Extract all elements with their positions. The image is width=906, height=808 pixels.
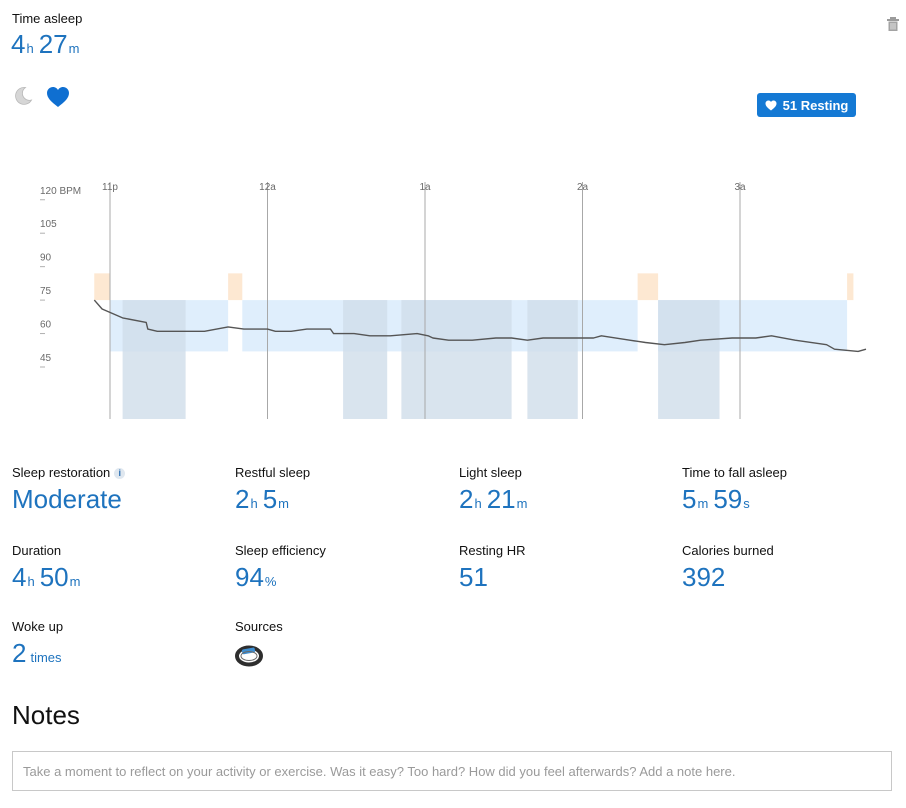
light-sleep-hours: 2	[459, 484, 474, 514]
sleep-restoration-label: Sleep restoration	[12, 465, 111, 480]
info-icon[interactable]: i	[114, 468, 126, 479]
stat-duration: Duration 4h 50m	[12, 542, 80, 593]
stat-resting-hr: Resting HR 51	[459, 542, 525, 593]
time-to-fall-asleep-label: Time to fall asleep	[682, 465, 788, 480]
x-tick-label: 12a	[259, 182, 276, 193]
notes-heading: Notes	[12, 700, 80, 730]
y-tick-label: 75	[40, 286, 52, 297]
duration-hours: 4	[12, 562, 27, 592]
light-sleep-hours-unit: h	[474, 496, 482, 511]
time-asleep-hours-unit: h	[26, 41, 34, 56]
restful-sleep-hours: 2	[235, 484, 250, 514]
time-asleep-label: Time asleep	[12, 11, 83, 26]
stat-calories-burned: Calories burned 392	[682, 542, 774, 593]
restful-sleep-band	[658, 300, 720, 419]
sleep-restoration-value: Moderate	[12, 484, 122, 514]
sleep-efficiency-label: Sleep efficiency	[235, 543, 326, 558]
stat-sleep-restoration: Sleep restoration i Moderate	[12, 464, 126, 515]
time-asleep-minutes: 27	[38, 29, 68, 59]
resting-hr-badge-label: 51 Resting	[782, 97, 849, 113]
x-tick-label: 1a	[419, 182, 431, 193]
x-tick-label: 3a	[734, 182, 746, 193]
y-tick-label: 45	[40, 353, 52, 364]
resting-hr-value: 51	[459, 562, 488, 592]
restful-sleep-band	[343, 300, 388, 419]
duration-value: 4h 50m	[12, 562, 80, 593]
light-sleep-minutes: 21	[486, 484, 516, 514]
light-sleep-label: Light sleep	[459, 465, 522, 480]
woke-up-unit: times	[30, 650, 62, 665]
calories-burned-label: Calories burned	[682, 543, 774, 558]
restful-sleep-band	[122, 300, 186, 419]
y-tick-label: 105	[40, 219, 57, 230]
time-to-fall-asleep-minutes-unit: m	[697, 496, 709, 511]
duration-label: Duration	[12, 543, 62, 558]
awake-band	[94, 273, 110, 301]
moon-icon[interactable]	[13, 86, 33, 106]
woke-up-value: 2 times	[12, 638, 63, 669]
y-tick-label: 90	[40, 253, 52, 264]
stat-light-sleep: Light sleep 2h 21m	[459, 464, 527, 515]
heart-rate-line	[93, 299, 867, 353]
awake-band	[228, 273, 243, 301]
duration-hours-unit: h	[27, 574, 35, 589]
y-tick-label: 60	[40, 320, 52, 331]
awake-band	[847, 273, 854, 301]
time-to-fall-asleep-seconds: 59	[713, 484, 743, 514]
notes-input[interactable]	[12, 751, 892, 791]
stat-sources: Sources	[235, 618, 283, 673]
time-asleep-value: 4h 27m	[11, 29, 79, 60]
fitness-band-icon[interactable]	[235, 644, 283, 673]
resting-hr-badge[interactable]: 51 Resting	[757, 93, 856, 117]
time-to-fall-asleep-seconds-unit: s	[743, 496, 750, 511]
restful-sleep-value: 2h 5m	[235, 484, 310, 515]
restful-sleep-band	[527, 300, 578, 419]
stat-restful-sleep: Restful sleep 2h 5m	[235, 464, 310, 515]
restful-sleep-band	[401, 300, 512, 419]
sleep-efficiency-value: 94%	[235, 562, 326, 593]
light-sleep-value: 2h 21m	[459, 484, 527, 515]
sources-label: Sources	[235, 619, 283, 634]
restful-sleep-minutes-unit: m	[278, 496, 290, 511]
woke-up-count: 2	[12, 638, 27, 668]
time-asleep-minutes-unit: m	[68, 41, 80, 56]
y-tick-label: 120 BPM	[40, 186, 81, 197]
calories-burned-value: 392	[682, 562, 726, 592]
light-sleep-minutes-unit: m	[516, 496, 528, 511]
time-asleep-hours: 4	[11, 29, 26, 59]
duration-minutes-unit: m	[69, 574, 81, 589]
time-to-fall-asleep-minutes: 5	[682, 484, 697, 514]
heart-rate-chart: 120 BPM 105 90 75 60 45 11p 12a 1a 2a 3a	[40, 182, 867, 419]
time-to-fall-asleep-value: 5m 59s	[682, 484, 787, 515]
heart-icon	[765, 100, 777, 110]
resting-hr-label: Resting HR	[459, 543, 526, 558]
x-tick-label: 11p	[102, 182, 118, 193]
woke-up-label: Woke up	[12, 619, 64, 634]
trash-icon[interactable]	[886, 16, 900, 32]
stat-woke-up: Woke up 2 times	[12, 618, 63, 669]
restful-sleep-minutes: 5	[262, 484, 278, 514]
sleep-efficiency-unit: %	[264, 574, 277, 589]
duration-minutes: 50	[39, 562, 69, 592]
sleep-efficiency-number: 94	[235, 562, 264, 592]
restful-sleep-hours-unit: h	[250, 496, 258, 511]
x-tick-label: 2a	[577, 182, 589, 193]
heart-icon[interactable]	[46, 86, 70, 108]
restful-sleep-label: Restful sleep	[235, 465, 311, 480]
awake-band	[637, 273, 659, 301]
stat-time-to-fall-asleep: Time to fall asleep 5m 59s	[682, 464, 787, 515]
stat-sleep-efficiency: Sleep efficiency 94%	[235, 542, 326, 593]
